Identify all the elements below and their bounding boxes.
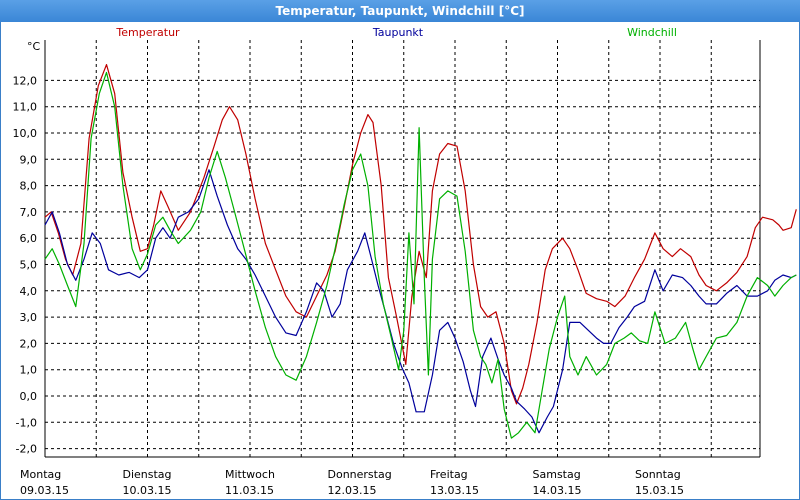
x-tick-day: Mittwoch [225, 468, 275, 481]
x-tick-day: Dienstag [123, 468, 172, 481]
y-tick-label: 5,0 [20, 259, 38, 272]
window-title: Temperatur, Taupunkt, Windchill [°C] [0, 0, 800, 22]
y-tick-label: 7,0 [20, 206, 38, 219]
legend-windchill: Windchill [627, 26, 677, 39]
x-tick-date: 15.03.15 [635, 484, 684, 497]
y-tick-label: -1,0 [16, 416, 37, 429]
series-lines [44, 63, 797, 439]
x-tick-day: Samstag [533, 468, 581, 481]
y-tick-label: 11,0 [13, 101, 38, 114]
x-tick-date: 11.03.15 [225, 484, 274, 497]
legend-taupunkt: Taupunkt [372, 26, 424, 39]
x-tick-date: 10.03.15 [123, 484, 172, 497]
y-tick-label: 3,0 [20, 311, 38, 324]
x-tick-day: Donnerstag [328, 468, 392, 481]
x-tick-day: Freitag [430, 468, 468, 481]
legend-temperatur: Temperatur [115, 26, 180, 39]
x-tick-day: Sonntag [635, 468, 681, 481]
x-tick-date: 12.03.15 [328, 484, 377, 497]
gridlines [44, 40, 760, 457]
x-tick-date: 09.03.15 [20, 484, 69, 497]
y-tick-label: 4,0 [20, 285, 38, 298]
x-tick-day: Montag [20, 468, 61, 481]
y-tick-label: 12,0 [13, 74, 38, 87]
series-line-temperatur [44, 63, 797, 405]
axes [44, 40, 761, 458]
x-tick-date: 13.03.15 [430, 484, 479, 497]
y-tick-label: 1,0 [20, 364, 38, 377]
y-tick-label: 10,0 [13, 127, 38, 140]
y-tick-label: 8,0 [20, 180, 38, 193]
axis-labels: 12,0 11,0 10,0 9,0 8,0 7,0 6,0 5,0 4,0 3,0 2,0 1,0 0… [13, 40, 684, 497]
legend: Temperatur Taupunkt Windchill [115, 26, 677, 39]
y-tick-label: -2,0 [16, 443, 37, 456]
series-line-taupunkt [44, 169, 797, 434]
y-tick-label: 0,0 [20, 390, 38, 403]
y-tick-label: 2,0 [20, 337, 38, 350]
x-tick-date: 14.03.15 [533, 484, 582, 497]
y-unit-label: °C [27, 40, 41, 53]
y-tick-label: 6,0 [20, 232, 38, 245]
series-line-windchill [44, 71, 797, 439]
y-tick-label: 9,0 [20, 153, 38, 166]
